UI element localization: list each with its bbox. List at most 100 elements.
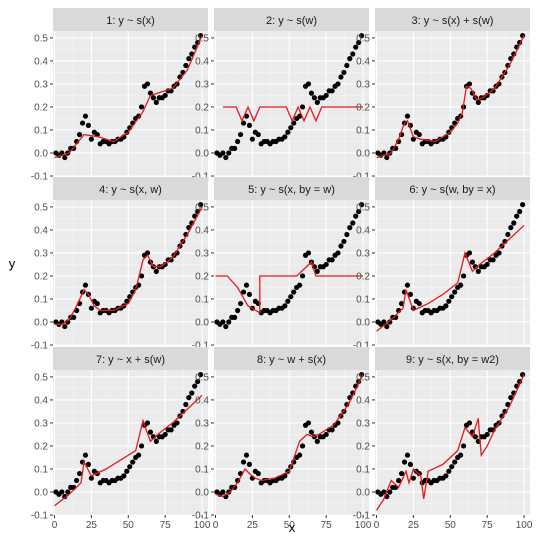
y-tick-label: 0.2 xyxy=(195,102,209,113)
data-point xyxy=(469,259,476,265)
fit-line xyxy=(375,374,525,511)
fit-line xyxy=(215,374,364,498)
y-tick-label: 0.1 xyxy=(34,464,48,475)
data-point xyxy=(490,88,496,94)
y-tick-label: 0.0 xyxy=(356,317,370,328)
y-tick-label: 0.1 xyxy=(34,294,48,305)
data-point xyxy=(314,438,320,444)
data-point xyxy=(299,443,306,449)
x-tick-label: 100 xyxy=(516,520,533,531)
data-point xyxy=(305,420,312,426)
y-tick-label: -0.1 xyxy=(31,172,49,183)
data-point xyxy=(407,461,414,467)
x-tick-label: 100 xyxy=(194,520,211,531)
y-tick-label: 0.0 xyxy=(34,317,48,328)
data-point xyxy=(174,420,180,426)
data-point xyxy=(466,250,473,256)
y-tick-label: 0.0 xyxy=(356,487,370,498)
y-tick-label: 0.2 xyxy=(356,271,370,282)
data-point xyxy=(299,104,306,110)
data-point xyxy=(82,113,89,119)
y-tick-label: 0.5 xyxy=(34,33,48,44)
data-point xyxy=(460,273,467,279)
fit-line xyxy=(54,206,203,325)
y-tick-label: 0.0 xyxy=(195,317,209,328)
data-point xyxy=(186,395,192,401)
y-tick-label: 0.3 xyxy=(34,79,48,90)
data-point xyxy=(85,122,92,128)
facet-panel: 6: y ~ s(w, by = x) -0.1 0.0 0.1 0.2 0.3 0.4 0.… xyxy=(353,177,530,352)
x-tick-label: 75 xyxy=(321,520,333,531)
facet-panel: 1: y ~ s(x) -0.1 0.0 0.1 0.2 0.3 0.4 0.5 xyxy=(31,8,208,183)
data-point xyxy=(144,81,151,87)
data-point xyxy=(514,213,520,219)
facet-panel: 8: y ~ w + s(x) -0.1 0.0 0.1 0.2 0.3 0.4 0.5 0 25… xyxy=(192,347,372,531)
data-point xyxy=(88,475,94,481)
facet-strip xyxy=(53,347,208,370)
data-point xyxy=(329,427,335,433)
y-tick-label: -0.1 xyxy=(31,511,49,522)
data-point xyxy=(237,300,244,307)
data-point xyxy=(138,273,145,279)
y-tick-label: 0.2 xyxy=(356,102,370,113)
data-point xyxy=(240,289,247,295)
data-point xyxy=(299,273,306,279)
y-tick-label: 0.1 xyxy=(195,125,209,136)
data-point xyxy=(359,33,365,39)
y-tick-label: 0.1 xyxy=(356,125,370,136)
fit-line xyxy=(54,35,203,159)
fit-line xyxy=(215,260,364,314)
data-point xyxy=(147,429,154,435)
data-point xyxy=(240,459,247,465)
x-tick-label: 50 xyxy=(123,520,135,531)
x-tick-label: 0 xyxy=(52,520,58,531)
y-tick-label: 0.2 xyxy=(195,441,209,452)
facet-strip xyxy=(53,177,208,200)
y-tick-label: 0.3 xyxy=(34,418,48,429)
y-tick-label: 0.1 xyxy=(356,294,370,305)
data-point xyxy=(226,319,232,325)
data-point xyxy=(511,220,517,226)
data-point xyxy=(285,129,291,135)
data-point xyxy=(162,92,168,99)
data-point xyxy=(138,104,145,110)
data-point xyxy=(407,291,414,297)
data-point xyxy=(127,464,133,470)
data-point xyxy=(144,420,151,426)
data-point xyxy=(82,452,89,458)
y-tick-label: 0.3 xyxy=(356,248,370,259)
data-point xyxy=(404,113,411,119)
y-tick-label: 0.5 xyxy=(195,372,209,383)
panel-background xyxy=(375,200,530,345)
y-tick-label: 0.4 xyxy=(195,56,209,67)
data-point xyxy=(59,489,65,495)
facet-panel: 7: y ~ x + s(w) -0.1 0.0 0.1 0.2 0.3 0.4 0.5 0 25… xyxy=(31,347,211,531)
panel-background xyxy=(53,31,208,176)
y-tick-label: 0.0 xyxy=(195,148,209,159)
x-tick-label: 50 xyxy=(284,520,296,531)
data-point xyxy=(508,395,514,401)
data-point xyxy=(144,250,151,256)
data-point xyxy=(226,150,232,156)
data-point xyxy=(168,427,174,433)
data-point xyxy=(62,323,68,330)
y-tick-label: -0.1 xyxy=(192,341,210,352)
data-point xyxy=(311,95,317,101)
y-tick-label: 0.5 xyxy=(356,372,370,383)
fit-line xyxy=(376,35,525,159)
y-tick-label: 0.2 xyxy=(195,271,209,282)
y-tick-label: 0.4 xyxy=(34,225,48,236)
data-point xyxy=(410,475,416,481)
data-point xyxy=(484,261,490,268)
facet-strip xyxy=(214,8,369,31)
data-point xyxy=(323,92,329,99)
data-point xyxy=(458,452,464,458)
data-point xyxy=(162,431,168,438)
panel-background xyxy=(53,370,208,515)
facet-panel: 2: y ~ s(w)-0.10.00.10.20.30.40.5 xyxy=(192,8,369,183)
y-tick-label: 0.3 xyxy=(356,79,370,90)
facet-strip xyxy=(214,177,369,200)
data-point xyxy=(124,468,130,474)
data-point xyxy=(443,473,449,479)
